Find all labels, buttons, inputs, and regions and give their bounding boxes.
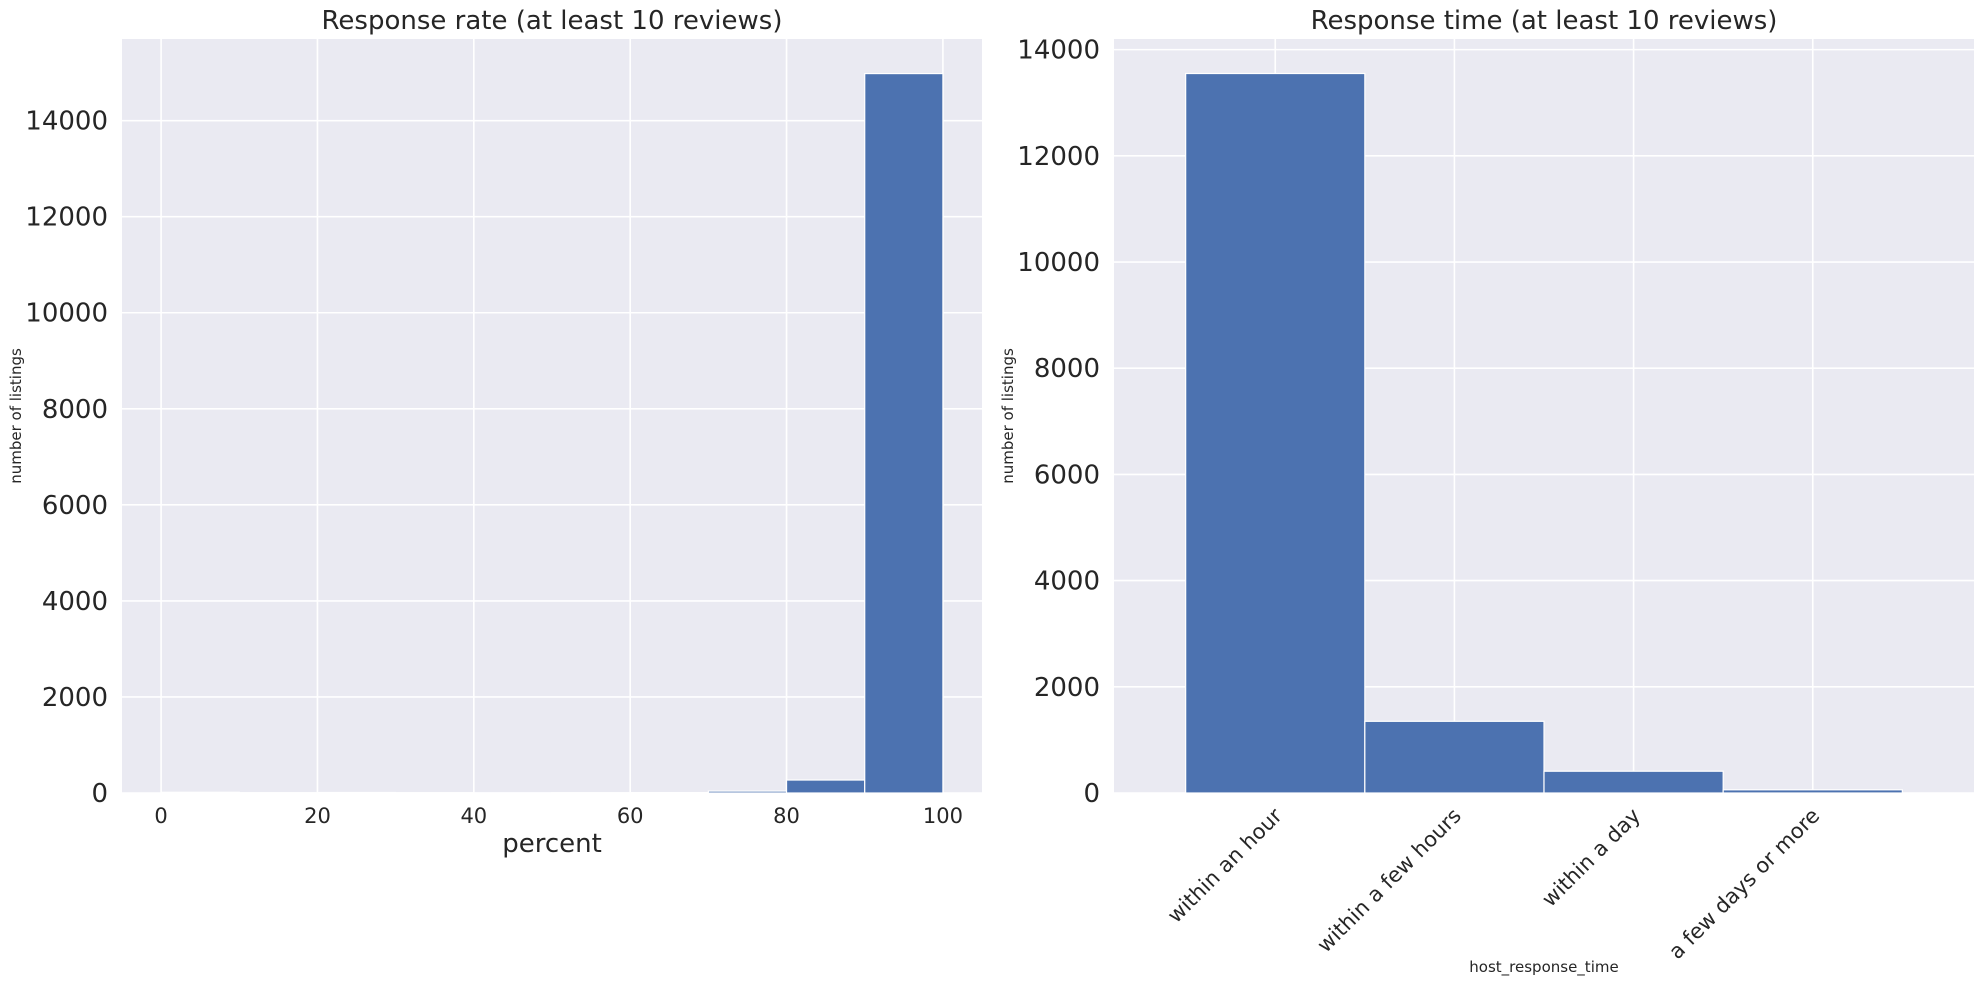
plot-background [122, 39, 982, 793]
x-tick-labels: 0 20 40 60 80 100 [154, 804, 963, 828]
y-tick-label: 8000 [1034, 354, 1100, 384]
response-time-chart: 0 2000 4000 6000 8000 10000 12000 14000 within … [999, 6, 1974, 977]
x-tick-label: within a few hours [1312, 804, 1466, 958]
histogram-bar [864, 72, 944, 794]
category-bar [1364, 720, 1545, 794]
category-bar [1185, 72, 1366, 794]
x-tick-label: 0 [154, 804, 167, 828]
y-tick-label: 8000 [42, 395, 108, 425]
x-axis-label: percent [502, 829, 602, 859]
y-tick-label: 6000 [42, 491, 108, 521]
y-tick-label: 12000 [1017, 142, 1100, 172]
y-tick-label: 2000 [1034, 673, 1100, 703]
chart-title: Response rate (at least 10 reviews) [322, 6, 783, 36]
y-tick-label: 4000 [42, 587, 108, 617]
x-tick-labels: within an hour within a few hours within a… [1163, 803, 1824, 963]
y-axis-label: number of listings [7, 348, 25, 484]
y-tick-label: 4000 [1034, 567, 1100, 597]
histogram-bars [160, 72, 944, 794]
y-tick-label: 12000 [25, 203, 108, 233]
y-tick-labels: 0 2000 4000 6000 8000 10000 12000 14000 [25, 107, 108, 809]
y-tick-label: 6000 [1034, 460, 1100, 490]
y-tick-labels: 0 2000 4000 6000 8000 10000 12000 14000 [1017, 36, 1100, 809]
histogram-bar [160, 791, 240, 794]
y-tick-label: 0 [1083, 779, 1100, 809]
x-tick-label: 100 [923, 804, 963, 828]
y-tick-label: 10000 [25, 299, 108, 329]
category-bars [1185, 72, 1903, 794]
y-tick-label: 14000 [1017, 36, 1100, 66]
x-tick-label: within a day [1537, 804, 1645, 912]
x-tick-label: 20 [304, 804, 331, 828]
x-tick-label: 60 [617, 804, 644, 828]
x-axis-label: host_response_time [1469, 958, 1618, 977]
x-tick-label: 80 [773, 804, 800, 828]
category-bar [1543, 770, 1724, 794]
y-tick-label: 2000 [42, 683, 108, 713]
y-tick-label: 0 [91, 779, 108, 809]
x-tick-label: within an hour [1163, 803, 1287, 927]
histogram-bar [785, 779, 866, 794]
x-tick-label: a few days or more [1664, 804, 1824, 964]
category-bar [1722, 789, 1903, 794]
x-tick-label: 40 [460, 804, 487, 828]
histogram-bar [707, 790, 788, 794]
y-tick-label: 14000 [25, 107, 108, 137]
y-tick-label: 10000 [1017, 248, 1100, 278]
response-rate-chart: 0 2000 4000 6000 8000 10000 12000 14000 0 20 40 60… [7, 6, 982, 859]
y-axis-label: number of listings [999, 348, 1017, 484]
chart-title: Response time (at least 10 reviews) [1311, 6, 1778, 36]
